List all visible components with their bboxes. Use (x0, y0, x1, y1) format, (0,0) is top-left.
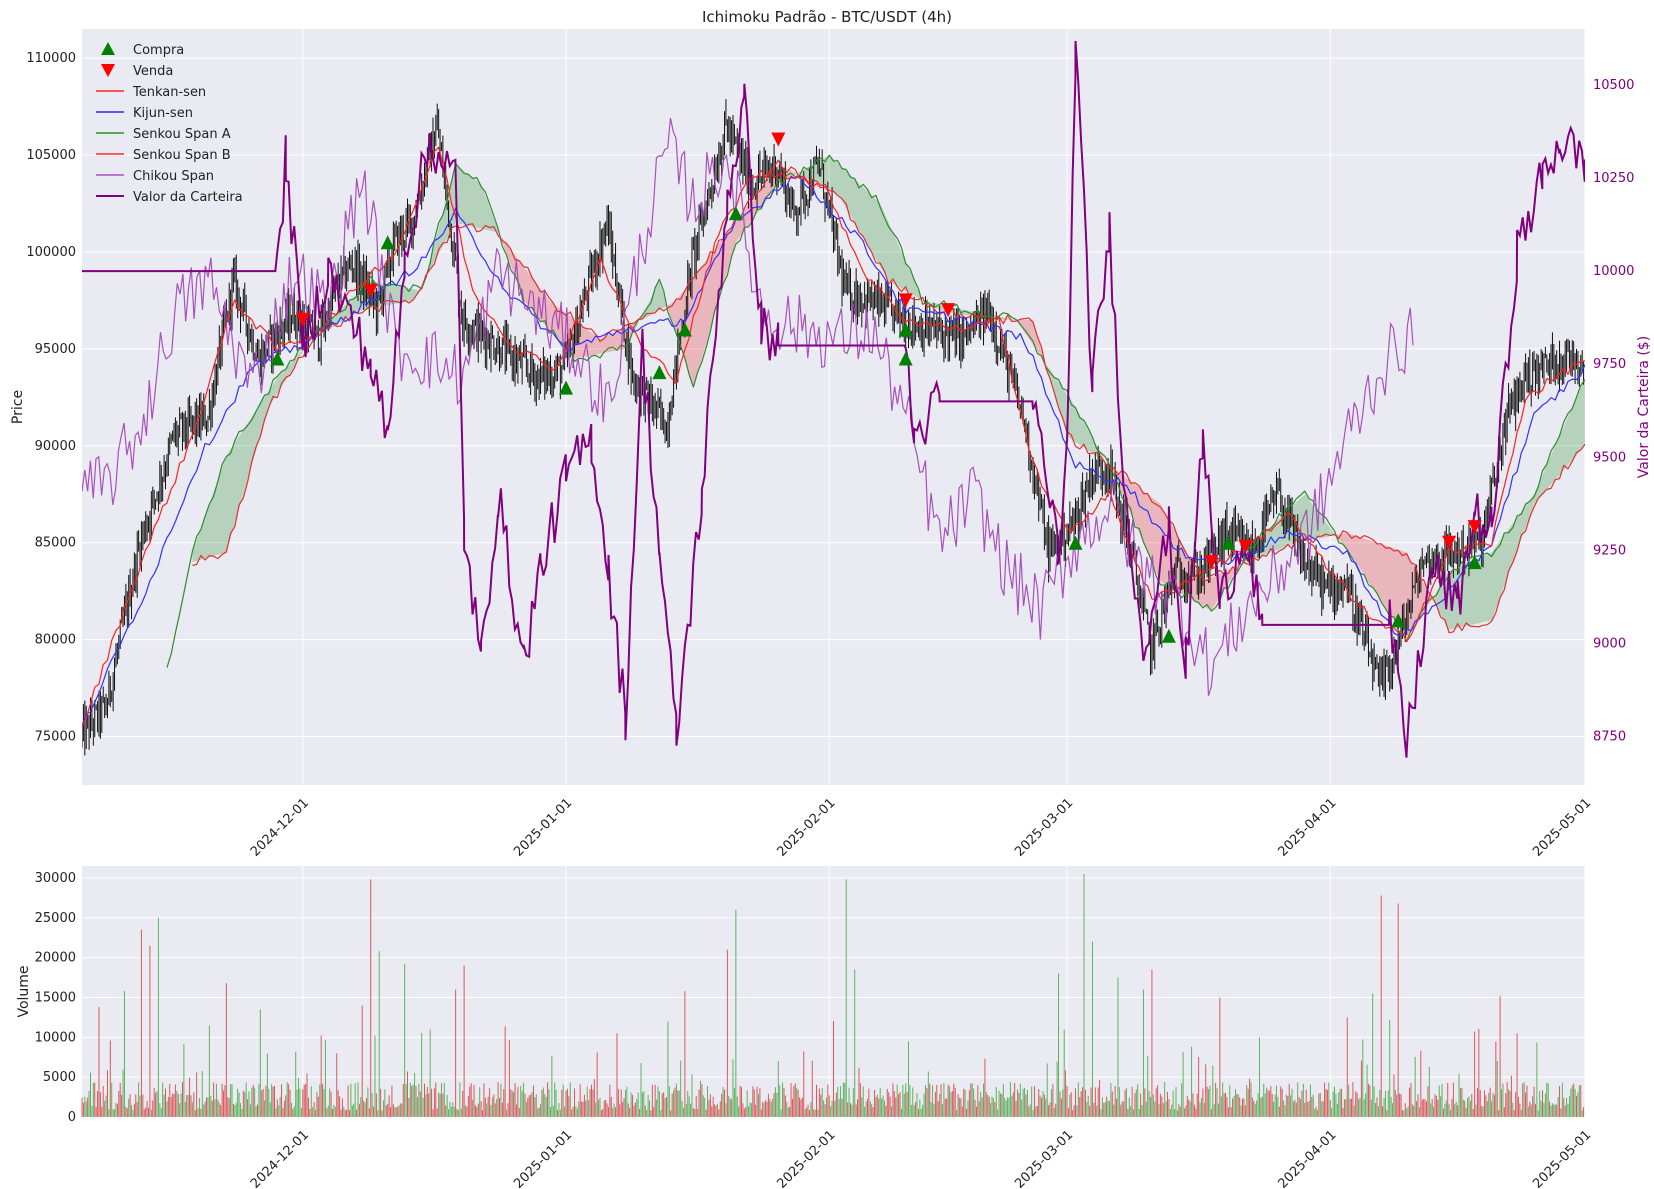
price-y-tick-label: 80000 (35, 633, 76, 648)
portfolio-y-axis-label: Valor da Carteira ($) (1636, 336, 1652, 478)
price-y-tick-label: 75000 (35, 730, 76, 745)
buy-signal-marker (898, 351, 913, 366)
portfolio-y-tick-label: 10500 (1593, 78, 1634, 93)
portfolio-y-tick-label: 9750 (1593, 357, 1626, 372)
portfolio-y-tick-label: 10000 (1593, 264, 1634, 279)
price-y-axis-label: Price (10, 390, 26, 424)
volume-y-tick-label: 10000 (35, 1030, 76, 1045)
volume-y-tick-label: 5000 (43, 1070, 76, 1085)
price-y-tick-label: 105000 (26, 148, 76, 163)
portfolio-y-tick-label: 10250 (1593, 171, 1634, 186)
price-y-tick-label: 85000 (35, 536, 76, 551)
sell-signal-marker (1467, 520, 1482, 535)
sell-signal-marker (295, 312, 310, 327)
sell-signal-marker (1204, 555, 1219, 570)
price-panel: 75000 80000 85000 90000 95000 100000 105000 110… (10, 29, 1652, 860)
price-y-tick-label: 95000 (35, 342, 76, 357)
price-y-tick-label: 110000 (26, 51, 76, 66)
portfolio-y-tick-label: 9500 (1593, 450, 1626, 465)
buy-signal-marker (652, 365, 667, 380)
volume-y-tick-label: 25000 (35, 911, 76, 926)
sell-signal-marker (771, 132, 786, 147)
sell-signal-marker (1238, 539, 1253, 554)
buy-signal-marker (1161, 628, 1176, 643)
legend-label: Senkou Span A (133, 127, 231, 142)
cloud-bearish-fill (1107, 463, 1242, 611)
cloud-bullish-fill (797, 155, 1019, 323)
legend-label: Chikou Span (133, 169, 214, 184)
kijun-sen-line (82, 175, 1585, 727)
volume-y-tick-label: 15000 (35, 990, 76, 1005)
legend-label: Compra (133, 43, 184, 58)
volume-y-tick-label: 20000 (35, 951, 76, 966)
price-y-tick-label: 100000 (26, 245, 76, 260)
portfolio-y-tick-label: 8750 (1593, 730, 1626, 745)
price-plot-background (82, 29, 1585, 785)
price-y-tick-label: 90000 (35, 439, 76, 454)
legend: Compra Venda Tenkan-sen Kijun-sen Senkou Spa… (96, 42, 243, 205)
portfolio-y-tick-label: 9250 (1593, 543, 1626, 558)
volume-plot-area (81, 866, 1586, 1118)
cloud-bearish-fill (667, 164, 798, 388)
legend-sell-icon (101, 64, 115, 77)
sell-signal-marker (363, 283, 378, 298)
legend-label: Valor da Carteira (133, 190, 243, 205)
volume-y-tick-label: 0 (68, 1110, 76, 1125)
senkou-span-b-line (192, 159, 1585, 634)
buy-signal-marker (1068, 535, 1083, 550)
sell-signal-marker (898, 293, 913, 308)
portfolio-y-tick-label: 9000 (1593, 636, 1626, 651)
legend-buy-icon (101, 42, 115, 55)
chikou-span-line (82, 117, 1414, 696)
legend-label: Tenkan-sen (132, 85, 206, 100)
sell-signal-marker (1442, 535, 1457, 550)
cloud-bullish-fill (640, 281, 668, 321)
sell-signal-marker (941, 303, 956, 318)
buy-signal-marker (1391, 613, 1406, 628)
buy-signal-marker (677, 322, 692, 337)
cloud-bearish-fill (419, 274, 426, 291)
volume-y-tick-label: 30000 (35, 871, 76, 886)
legend-label: Senkou Span B (133, 148, 231, 163)
tenkan-sen-line (82, 146, 1585, 727)
buy-signal-marker (728, 206, 743, 221)
buy-signal-marker (559, 380, 574, 395)
buy-signal-marker (380, 235, 395, 250)
buy-signal-marker (270, 351, 285, 366)
legend-label: Kijun-sen (133, 106, 193, 121)
cloud-bullish-fill (192, 281, 420, 563)
buy-signal-marker (1221, 535, 1236, 550)
price-plot-area (82, 29, 1585, 785)
chart-title: Ichimoku Padrão - BTC/USDT (4h) (702, 8, 952, 26)
buy-signal-marker (1467, 555, 1482, 570)
portfolio-value-line (82, 40, 1585, 758)
volume-panel: 050001000015000200002500030000Volume2024… (16, 866, 1594, 1189)
cloud-bullish-fill (1045, 363, 1108, 466)
legend-label: Venda (133, 64, 173, 79)
volume-y-axis-label: Volume (16, 965, 32, 1017)
buy-signal-marker (898, 322, 913, 337)
